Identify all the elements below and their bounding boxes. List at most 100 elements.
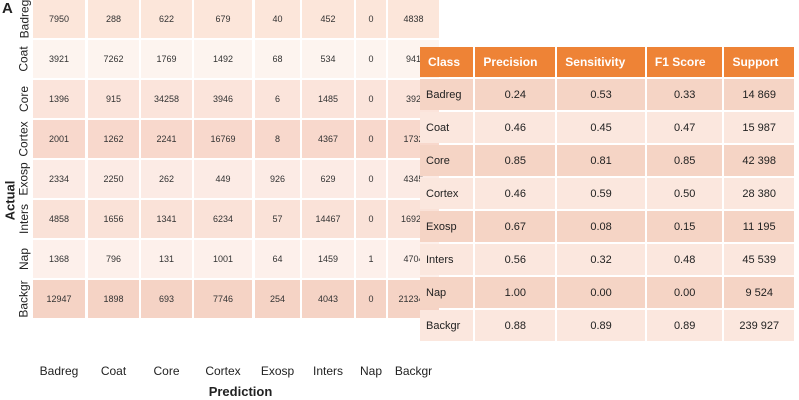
matrix-cell: 0 [356, 200, 386, 238]
metric-cell: 0.45 [557, 112, 645, 143]
matrix-cell: 8 [255, 120, 300, 158]
matrix-row-core: 1396 915 34258 3946 6 1485 0 392 [33, 80, 441, 118]
column-label-inters: Inters [312, 364, 343, 378]
metric-cell: 0.32 [557, 244, 645, 275]
metric-cell: 0.08 [557, 211, 645, 242]
confusion-matrix-panel: Actual 7950 288 622 679 40 452 0 4838 3921 7262 17… [3, 0, 439, 399]
metric-cell: 0.46 [475, 178, 556, 209]
metric-cell: 42 398 [724, 145, 794, 176]
matrix-cell: 131 [141, 240, 192, 278]
metrics-body: Badreg 0.24 0.53 0.33 14 869 Coat 0.46 0.45 0.47… [420, 79, 794, 341]
class-cell: Core [420, 145, 474, 176]
metric-cell: 0.59 [557, 178, 645, 209]
metric-cell: 0.47 [646, 112, 723, 143]
matrix-cell: 2334 [33, 160, 85, 198]
metric-cell: 9 524 [724, 277, 794, 308]
matrix-cell: 1656 [88, 200, 139, 238]
matrix-row-coat: 3921 7262 1769 1492 68 534 0 941 [33, 40, 441, 78]
column-label-badreg: Badreg [39, 364, 79, 378]
matrix-cell: 57 [255, 200, 300, 238]
matrix-cell: 0 [356, 160, 386, 198]
table-row: Badreg 0.24 0.53 0.33 14 869 [420, 79, 794, 110]
row-label-badreg: Badreg [17, 0, 32, 39]
matrix-cell: 0 [356, 40, 386, 78]
row-label-coat: Coat [17, 46, 32, 72]
column-header-class: Class [420, 47, 474, 77]
metric-cell: 0.48 [646, 244, 723, 275]
matrix-row-exosp: 2334 2250 262 449 926 629 0 4345 [33, 160, 441, 198]
metric-cell: 0.53 [557, 79, 645, 110]
matrix-cell: 3921 [33, 40, 85, 78]
metric-cell: 15 987 [724, 112, 794, 143]
column-label-nap: Nap [359, 364, 382, 378]
matrix-row-badreg: 7950 288 622 679 40 452 0 4838 [33, 0, 441, 38]
table-row: Exosp 0.67 0.08 0.15 11 195 [420, 211, 794, 242]
matrix-cell: 1396 [33, 80, 85, 118]
metric-cell: 0.88 [475, 310, 556, 341]
matrix-cell: 3946 [194, 80, 252, 118]
matrix-cell: 679 [194, 0, 252, 38]
x-axis-title: Prediction [208, 384, 273, 399]
matrix-cell: 796 [88, 240, 139, 278]
column-label-coat: Coat [100, 364, 127, 378]
matrix-cell: 1001 [194, 240, 252, 278]
matrix-cell: 16769 [194, 120, 252, 158]
metric-cell: 0.15 [646, 211, 723, 242]
matrix-cell: 4858 [33, 200, 85, 238]
matrix-cell: 2241 [141, 120, 192, 158]
row-label-cortex: Cortex [17, 121, 31, 157]
matrix-cell: 14467 [302, 200, 354, 238]
matrix-cell: 40 [255, 0, 300, 38]
metric-cell: 239 927 [724, 310, 794, 341]
row-label-core: Core [17, 85, 32, 113]
matrix-cell: 1459 [302, 240, 354, 278]
matrix-cell: 2250 [88, 160, 139, 198]
metric-cell: 0.89 [646, 310, 723, 341]
table-row: Coat 0.46 0.45 0.47 15 987 [420, 112, 794, 143]
column-label-backgr: Backgr [394, 364, 433, 378]
matrix-cell: 2001 [33, 120, 85, 158]
matrix-cell: 1769 [141, 40, 192, 78]
matrix-cell: 1898 [88, 280, 139, 318]
matrix-cell: 1 [356, 240, 386, 278]
matrix-cell: 926 [255, 160, 300, 198]
matrix-cell: 4838 [388, 0, 439, 38]
panel-a-letter: A [2, 0, 13, 17]
table-row: Nap 1.00 0.00 0.00 9 524 [420, 277, 794, 308]
table-row: Backgr 0.88 0.89 0.89 239 927 [420, 310, 794, 341]
matrix-cell: 64 [255, 240, 300, 278]
matrix-row-backgr: 12947 1898 693 7746 254 4043 0 212346 [33, 280, 441, 318]
matrix-cell: 0 [356, 0, 386, 38]
row-label-backgr: Backgr [17, 280, 32, 318]
matrix-cell: 7950 [33, 0, 85, 38]
metric-cell: 45 539 [724, 244, 794, 275]
class-cell: Inters [420, 244, 474, 275]
metric-cell: 0.46 [475, 112, 556, 143]
metric-cell: 0.67 [475, 211, 556, 242]
matrix-row-inters: 4858 1656 1341 6234 57 14467 0 16926 [33, 200, 441, 238]
column-header-f1-score: F1 Score [646, 47, 723, 77]
metric-cell: 0.56 [475, 244, 556, 275]
table-row: Core 0.85 0.81 0.85 42 398 [420, 145, 794, 176]
matrix-cell: 1368 [33, 240, 85, 278]
matrix-row-cortex: 2001 1262 2241 16769 8 4367 0 1732 [33, 120, 441, 158]
metric-cell: 11 195 [724, 211, 794, 242]
matrix-cell: 449 [194, 160, 252, 198]
matrix-cell: 629 [302, 160, 354, 198]
matrix-cell: 0 [356, 120, 386, 158]
matrix-cell: 693 [141, 280, 192, 318]
metric-cell: 0.85 [646, 145, 723, 176]
matrix-cell: 34258 [141, 80, 192, 118]
matrix-cell: 4043 [302, 280, 354, 318]
class-cell: Backgr [420, 310, 474, 341]
matrix-cell: 534 [302, 40, 354, 78]
matrix-cell: 0 [356, 80, 386, 118]
metric-cell: 1.00 [475, 277, 556, 308]
matrix-cell: 4367 [302, 120, 354, 158]
matrix-cell: 288 [88, 0, 139, 38]
class-cell: Cortex [420, 178, 474, 209]
matrix-cell: 254 [255, 280, 300, 318]
metrics-table: Class Precision Sensitivity F1 Score Support… [418, 45, 796, 343]
metric-cell: 0.00 [646, 277, 723, 308]
row-label-inters: Inters [17, 203, 32, 235]
